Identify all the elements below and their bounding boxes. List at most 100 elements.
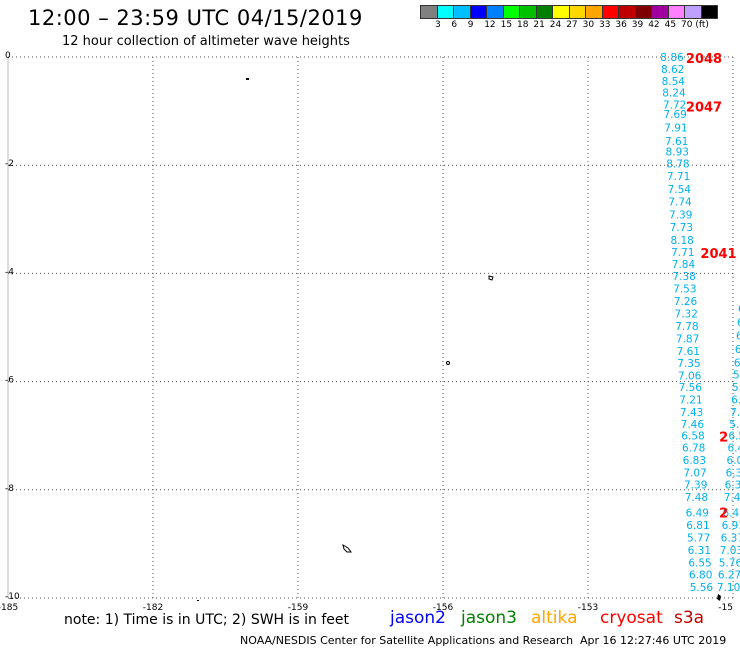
colorbar-label: 24 — [549, 20, 562, 30]
swh-value: 5.2 — [733, 370, 740, 382]
island-marker — [446, 361, 450, 365]
colorbar-label: 18 — [517, 20, 529, 30]
swh-value: 8.18 — [670, 235, 693, 247]
legend-jason3: jason3 — [461, 608, 517, 628]
map-subtitle: 12 hour collection of altimeter wave hei… — [62, 34, 350, 49]
swh-value: 8.86 — [660, 52, 684, 64]
swh-value: 6.83 — [683, 455, 706, 467]
colorbar-swatch — [700, 5, 718, 19]
swh-value: 7.61 — [677, 346, 700, 358]
colorbar-label: 42 — [648, 20, 660, 30]
swh-track-main: 8.868.628.548.247.727.697.917.618.938.78… — [660, 52, 713, 594]
swh-value: 7.03 — [720, 545, 740, 557]
colorbar-label: 21 — [533, 20, 545, 30]
swh-value: 6. — [738, 304, 740, 316]
swh-value: 8.93 — [666, 147, 689, 159]
swh-value: 8.54 — [662, 76, 686, 88]
swh-value: 7.91 — [664, 122, 687, 134]
swh-value: 7.10 — [717, 582, 740, 594]
island-marker — [342, 543, 352, 553]
x-tick-label: -156 — [433, 603, 454, 613]
swh-value: 6.0 — [734, 358, 740, 370]
y-tick-label: -4 — [5, 267, 14, 277]
island-marker — [246, 78, 249, 80]
swh-value: 7.35 — [677, 358, 700, 370]
colorbar-label: 30 — [582, 20, 595, 30]
swh-value: 7.53 — [673, 284, 696, 296]
legend-altika: altika — [531, 608, 578, 628]
swh-value: 5.77 — [687, 532, 710, 544]
swh-value: 7.48 — [724, 492, 740, 504]
swh-value: 8.78 — [666, 159, 689, 171]
track-id-label: 2047 — [686, 101, 722, 116]
swh-value: 6.91 — [722, 520, 740, 532]
swh-value: 6.58 — [681, 431, 704, 443]
swh-value: 6.32 — [725, 479, 740, 491]
island-marker — [197, 600, 199, 601]
colorbar-label: 3 — [435, 20, 441, 30]
swh-value: 6. — [737, 317, 740, 329]
swh-value: 7.26 — [674, 296, 698, 308]
swh-value: 7.06 — [678, 371, 702, 383]
swh-value: 7.39 — [669, 209, 692, 221]
swh-value: 7.07 — [683, 467, 706, 479]
swh-value: 6.37 — [726, 467, 740, 479]
swh-value: 5.56 — [690, 582, 714, 594]
track-id-label: 2 — [719, 506, 728, 521]
island-marker — [717, 594, 721, 601]
swh-value: 6.49 — [686, 508, 709, 520]
colorbar-label: 27 — [566, 20, 578, 30]
colorbar-labels: 3 6 9 12 15 18 21 24 27 30 33 36 39 42 45 70 (ft) — [421, 20, 740, 34]
swh-value: 7.43 — [680, 407, 703, 419]
y-tick-label: 0 — [5, 51, 11, 61]
swh-value: 7.61 — [665, 136, 688, 148]
x-tick-label: -159 — [288, 603, 309, 613]
x-tick-label: -182 — [143, 603, 163, 613]
swh-value: 7.72 — [663, 100, 686, 112]
swh-value: 7.84 — [672, 259, 696, 271]
colorbar-label: 39 — [631, 20, 644, 30]
swh-value: 6.31 — [688, 545, 711, 557]
swh-value: 7.56 — [679, 382, 703, 394]
swh-value: 6.53 — [728, 431, 740, 443]
colorbar-label: 70 (ft) — [681, 20, 709, 30]
colorbar-label: 33 — [599, 20, 611, 30]
legend-cryosat: cryosat — [600, 608, 663, 628]
swh-value: 6.47 — [727, 443, 740, 455]
swh-track-offset: 6.6.6.6.6.05.25.26.497.255.956.536.476.0… — [717, 304, 740, 595]
colorbar-label: 9 — [467, 20, 474, 30]
swh-value: 7.38 — [672, 271, 695, 283]
swh-value: 6.04 — [727, 455, 740, 467]
legend-s3a: s3a — [674, 608, 705, 628]
swh-value: 7.32 — [675, 308, 698, 320]
wave-height-colorbar — [420, 5, 718, 19]
swh-value: 6.78 — [682, 443, 705, 455]
x-tick-label: -15 — [718, 603, 733, 613]
track-id-label: 2 — [719, 431, 728, 446]
colorbar-label: 15 — [500, 20, 513, 30]
swh-value: 7.71 — [671, 247, 694, 259]
units-note: note: 1) Time is in UTC; 2) SWH is in fe… — [64, 612, 350, 628]
swh-value: 6. — [735, 344, 740, 356]
swh-value: 7.48 — [685, 492, 708, 504]
swh-value: 6.81 — [686, 520, 709, 532]
y-tick-label: -2 — [5, 159, 14, 169]
y-tick-label: -6 — [5, 376, 14, 386]
swh-value: 5.95 — [729, 419, 740, 431]
map-grid — [7, 56, 734, 599]
swh-value: 5.2 — [732, 382, 740, 394]
swh-value: 7.71 — [667, 171, 690, 183]
track-id-label: 2041 — [700, 247, 736, 262]
swh-value: 7.87 — [676, 333, 699, 345]
swh-value: 6.37 — [721, 532, 740, 544]
swh-value: 8.24 — [662, 88, 686, 100]
island-marker — [488, 275, 494, 281]
y-tick-label: -8 — [5, 484, 14, 494]
legend-jason2: jason2 — [390, 608, 446, 628]
swh-value: 6.40 — [723, 508, 740, 520]
swh-value: 6.55 — [688, 557, 711, 569]
track-labels: 2048 2047 2041 2 2 — [686, 52, 737, 521]
island-markers — [197, 78, 721, 601]
swh-value: 7.39 — [684, 479, 707, 491]
